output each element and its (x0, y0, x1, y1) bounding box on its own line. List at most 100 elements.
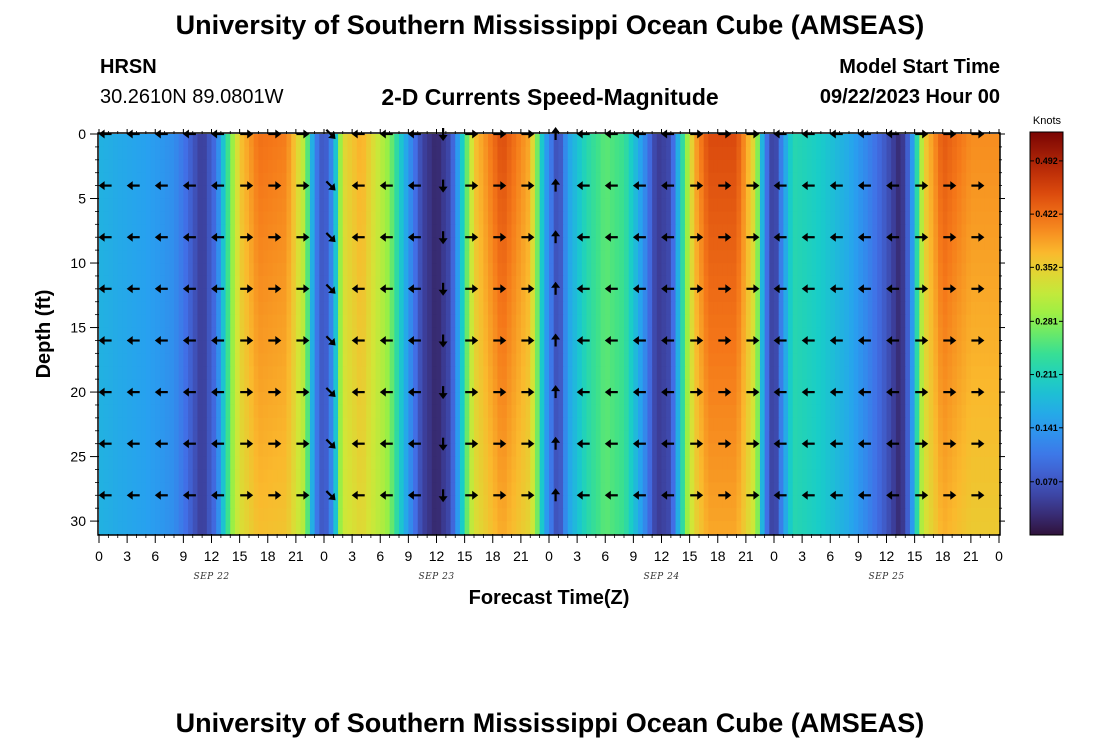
heatmap-cell (488, 340, 494, 354)
heatmap-cell (680, 198, 686, 213)
heatmap-cell (445, 379, 452, 393)
heatmap-cell (764, 237, 770, 251)
heatmap-cell (628, 211, 634, 225)
heatmap-cell (586, 224, 592, 238)
heatmap-cell (858, 327, 864, 342)
heatmap-cell (131, 456, 138, 471)
heatmap-cell (825, 211, 831, 225)
heatmap-cell (839, 159, 845, 174)
heatmap-cell (567, 134, 574, 148)
heatmap-cell (713, 146, 719, 161)
heatmap-cell (117, 392, 124, 406)
heatmap-cell (741, 404, 747, 419)
heatmap-cell (474, 314, 480, 329)
heatmap-cell (244, 430, 250, 445)
heatmap-cell (989, 404, 995, 419)
heatmap-cell (516, 263, 522, 277)
heatmap-cell (694, 353, 700, 367)
heatmap-cell (675, 288, 681, 303)
heatmap-cell (994, 392, 1000, 406)
heatmap-cell (553, 224, 559, 238)
heatmap-cell (849, 443, 855, 458)
heatmap-cell (778, 366, 784, 380)
heatmap-cell (366, 224, 372, 238)
heatmap-cell (699, 443, 705, 458)
heatmap-cell (431, 146, 438, 161)
heatmap-cell (169, 340, 175, 354)
heatmap-cell (249, 417, 255, 432)
heatmap-cell (769, 263, 775, 277)
heatmap-cell (263, 340, 269, 354)
heatmap-cell (984, 340, 991, 354)
heatmap-cell (319, 211, 325, 225)
heatmap-cell (961, 340, 967, 354)
heatmap-cell (277, 340, 283, 354)
heatmap-cell (127, 250, 133, 264)
heatmap-cell (816, 392, 822, 406)
heatmap-cell (727, 250, 733, 264)
heatmap-cell (183, 185, 189, 200)
heatmap-cell (811, 198, 817, 213)
heatmap-cell (652, 172, 658, 187)
heatmap-cell (839, 134, 845, 148)
heatmap-cell (858, 443, 864, 458)
heatmap-cell (333, 263, 339, 277)
heatmap-cell (952, 430, 958, 445)
heatmap-cell (122, 146, 128, 161)
heatmap-cell (619, 340, 625, 354)
heatmap-cell (689, 237, 695, 251)
heatmap-cell (877, 314, 883, 329)
heatmap-cell (586, 185, 592, 200)
heatmap-cell (192, 379, 199, 393)
heatmap-cell (656, 353, 663, 367)
heatmap-cell (909, 314, 916, 329)
heatmap-cell (488, 185, 494, 200)
heatmap-cell (952, 237, 958, 251)
heatmap-cell (877, 275, 883, 290)
heatmap-cell (689, 134, 695, 148)
heatmap-cell (670, 237, 677, 251)
heatmap-cell (169, 314, 175, 329)
heatmap-cell (324, 275, 330, 290)
heatmap-cell (670, 392, 677, 406)
heatmap-cell (816, 340, 822, 354)
heatmap-cell (192, 288, 199, 303)
heatmap-cell (909, 366, 916, 380)
heatmap-cell (281, 456, 288, 471)
heatmap-cell (450, 430, 456, 445)
heatmap-cell (820, 211, 827, 225)
heatmap-cell (661, 443, 667, 458)
heatmap-cell (563, 198, 569, 213)
heatmap-cell (595, 263, 602, 277)
heatmap-cell (502, 134, 508, 148)
heatmap-cell (520, 288, 527, 303)
heatmap-cell (975, 263, 981, 277)
heatmap-cell (563, 159, 569, 174)
heatmap-cell (230, 263, 236, 277)
heatmap-cell (994, 134, 1000, 148)
heatmap-cell (895, 366, 902, 380)
heatmap-cell (933, 185, 939, 200)
heatmap-cell (520, 327, 527, 342)
heatmap-cell (731, 366, 738, 380)
heatmap-cell (399, 237, 405, 251)
heatmap-cell (647, 443, 653, 458)
heatmap-cell (924, 430, 930, 445)
heatmap-cell (352, 404, 358, 419)
heatmap-cell (319, 275, 325, 290)
heatmap-cell (188, 443, 194, 458)
heatmap-cell (469, 417, 475, 432)
heatmap-cell (197, 392, 203, 406)
heatmap-cell (759, 275, 766, 290)
heatmap-cell (727, 288, 733, 303)
heatmap-cell (642, 366, 649, 380)
heatmap-cell (141, 159, 147, 174)
heatmap-cell (253, 224, 259, 238)
heatmap-cell (99, 263, 105, 277)
heatmap-cell (502, 211, 508, 225)
heatmap-cell (595, 146, 602, 161)
heatmap-cell (670, 198, 677, 213)
heatmap-cell (361, 314, 367, 329)
heatmap-cell (816, 146, 822, 161)
heatmap-cell (197, 327, 203, 342)
